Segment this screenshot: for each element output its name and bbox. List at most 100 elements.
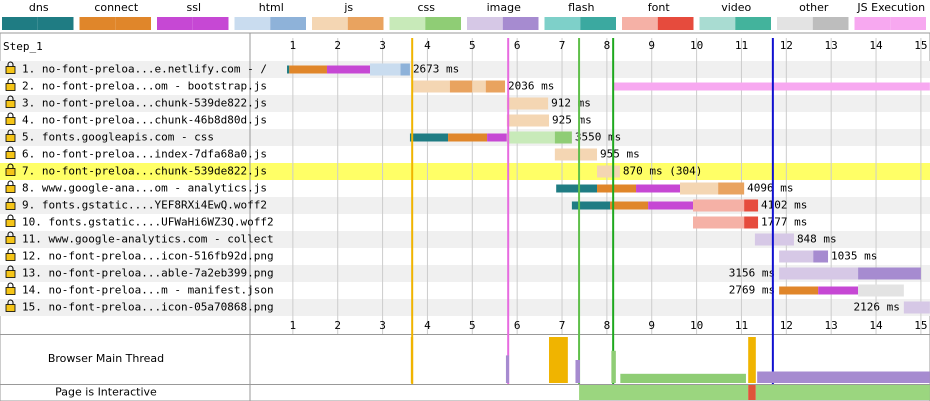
interactive-label: Page is Interactive <box>55 386 157 399</box>
timing-bar <box>903 301 930 314</box>
request-label: 4. no-font-preloa...chunk-46b8d80d.js <box>22 114 267 127</box>
legend-swatch <box>657 17 694 30</box>
request-label: 14. no-font-preloa...m - manifest.json <box>22 284 274 297</box>
timing-bar <box>693 199 745 212</box>
legend-swatch <box>389 17 426 30</box>
lock-icon <box>5 61 16 74</box>
x-tick-label: 9 <box>648 39 655 52</box>
thread-activity <box>620 373 746 383</box>
x-tick-label: 6 <box>514 319 521 332</box>
legend-label: html <box>259 1 284 14</box>
request-label: 11. www.google-analytics.com - collect <box>22 233 274 246</box>
duration-label: 870 ms (304) <box>623 165 702 178</box>
request-label: 9. fonts.gstatic....YEF8RXi4EwQ.woff2 <box>22 199 267 212</box>
timing-bar <box>744 199 759 212</box>
lock-body <box>5 202 16 210</box>
legend-label: ssl <box>186 1 201 14</box>
timing-bar <box>370 63 401 76</box>
lock-body <box>5 151 16 159</box>
timing-bar <box>610 201 649 210</box>
lock-body <box>5 253 16 261</box>
lock-body <box>5 168 16 176</box>
request-label: 3. no-font-preloa...chunk-539de822.js <box>22 97 267 110</box>
timing-bar <box>718 182 745 195</box>
thread-activity <box>575 360 580 383</box>
timing-bar <box>636 184 681 193</box>
lock-shackle <box>7 112 14 118</box>
x-tick-label: 7 <box>559 39 566 52</box>
lock-shackle <box>7 129 14 135</box>
request-label: 8. www.google-ana...om - analytics.js <box>22 182 267 195</box>
x-tick-label: 12 <box>780 319 793 332</box>
x-tick-label: 11 <box>735 39 748 52</box>
lock-body <box>5 134 16 142</box>
row-background <box>0 163 930 180</box>
x-tick-label: 4 <box>424 319 431 332</box>
x-tick-label: 14 <box>869 319 883 332</box>
timing-bar <box>779 267 859 280</box>
x-tick-label: 15 <box>914 39 927 52</box>
timing-bar <box>680 182 719 195</box>
lock-shackle <box>7 180 14 186</box>
duration-label: 925 ms <box>552 114 592 127</box>
thread-activity <box>549 337 568 383</box>
timing-bar <box>597 165 620 178</box>
duration-label: 848 ms <box>797 233 837 246</box>
x-tick-label: 6 <box>514 39 521 52</box>
x-tick-label: 8 <box>604 319 611 332</box>
legend-swatch <box>812 17 849 30</box>
request-label: 10. fonts.gstatic....UFWaHi6WZ3Q.woff2 <box>22 216 274 229</box>
duration-label: 1035 ms <box>831 250 877 263</box>
legend-label: video <box>721 1 751 14</box>
lock-shackle <box>7 95 14 101</box>
request-label: 12. no-font-preloa...icon-516fb92d.png <box>22 250 274 263</box>
timing-bar <box>412 80 450 93</box>
row-background <box>0 95 930 112</box>
lock-shackle <box>7 231 14 237</box>
timing-bar <box>506 97 549 110</box>
lock-shackle <box>7 265 14 271</box>
timing-bar <box>813 250 829 263</box>
timing-bar <box>289 65 327 74</box>
timing-bar <box>506 131 555 144</box>
lock-icon <box>5 282 16 295</box>
request-label: 15. no-font-preloa...icon-05a70868.png <box>22 301 274 314</box>
timing-bar <box>485 80 506 93</box>
x-tick-label: 5 <box>469 319 476 332</box>
legend-swatch <box>234 17 271 30</box>
x-tick-label: 8 <box>604 39 611 52</box>
thread-activity <box>410 337 414 383</box>
timing-bar <box>448 133 488 142</box>
row-background <box>0 299 930 316</box>
timing-bar <box>858 284 904 297</box>
duration-label: 2126 ms <box>853 301 899 314</box>
row-background <box>0 248 930 265</box>
duration-label: 3550 ms <box>575 131 621 144</box>
row-background <box>0 231 930 248</box>
lock-icon <box>5 78 16 91</box>
legend-label: font <box>648 1 671 14</box>
duration-label: 1777 ms <box>761 216 807 229</box>
legend-swatch <box>777 17 813 30</box>
legend-label: css <box>417 1 435 14</box>
interactive-segment <box>755 385 930 400</box>
legend-swatch <box>735 17 771 30</box>
x-tick-label: 2 <box>334 39 341 52</box>
duration-label: 3156 ms <box>729 267 775 280</box>
step-label: Step_1 <box>3 40 43 53</box>
thread-activity <box>748 337 756 383</box>
lock-body <box>5 117 16 125</box>
legend-swatch <box>2 17 38 30</box>
x-tick-label: 13 <box>825 39 838 52</box>
thread-activity <box>505 355 510 383</box>
lock-shackle <box>7 197 14 203</box>
legend-swatch <box>157 17 193 30</box>
timing-bar <box>554 148 598 161</box>
timing-bar <box>554 131 572 144</box>
timing-bar <box>409 133 449 142</box>
timing-bar <box>597 184 637 193</box>
x-tick-label: 10 <box>690 319 703 332</box>
x-tick-label: 9 <box>648 319 655 332</box>
x-tick-label: 3 <box>379 39 386 52</box>
lock-icon <box>5 197 16 210</box>
